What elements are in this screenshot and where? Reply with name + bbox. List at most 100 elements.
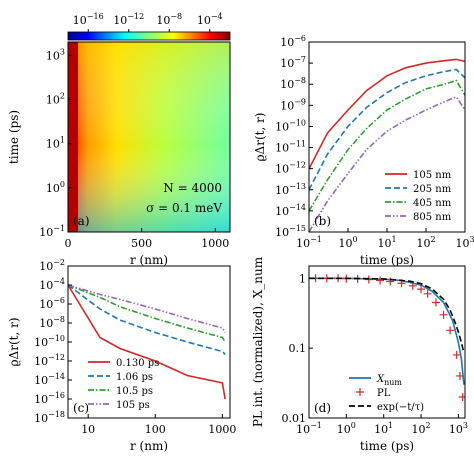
panel-b-ytick-label-3: 10−12	[275, 161, 306, 176]
panel-c-legend-label-1: 1.06 ps	[116, 372, 153, 383]
panel-d-xtick-label-3: 102	[412, 421, 431, 436]
panel-d-frame	[308, 265, 466, 419]
panel-c-legend-label-3: 105 ps	[116, 400, 150, 411]
panel-c-xtick-label-1: 100	[145, 423, 166, 436]
panel-c-legend-label-2: 10.5 ps	[116, 386, 153, 397]
colorbar-tick-label-0: 10−16	[73, 12, 104, 27]
panel-d-xtick-label-1: 100	[337, 421, 356, 436]
panel-c-xtick-label-0: 10	[81, 423, 95, 436]
panel-b-ytick-label-4: 10−11	[275, 140, 306, 155]
panel-d-point-1-10	[417, 285, 426, 294]
panel-b-legend-label-1: 205 nm	[413, 184, 452, 195]
panel-b-line-3	[309, 95, 465, 232]
heatmap-shading	[68, 42, 230, 232]
colorbar-tick-label-3: 10−4	[197, 12, 223, 27]
panel-c-ytick-label-8: 10−2	[39, 258, 65, 273]
panel-d-line-0	[309, 277, 465, 385]
panel-c-ytick-label-5: 10−8	[39, 315, 65, 330]
panel-b-legend-label-3: 805 nm	[413, 212, 452, 223]
panel-b-series-1	[309, 68, 465, 191]
panel-c-ytick-label-0: 10−18	[34, 410, 65, 425]
panel-c-series-3	[68, 284, 226, 333]
panel-c-series-1	[68, 284, 226, 355]
panel-b-ytick-label-5: 10−10	[275, 118, 306, 133]
panel-c-ytick-label-3: 10−12	[34, 353, 65, 368]
panel-d-point-1-11	[423, 289, 432, 298]
panel-a-ytick-label-2: 101	[46, 136, 65, 151]
panel-d-line-2	[309, 277, 465, 354]
panel-c-series-2	[68, 284, 226, 343]
panel-c-legend-label-0: 0.130 ps	[116, 358, 159, 369]
panel-b-ytick-label-0: 10−15	[275, 224, 306, 239]
panel-c-ytick-label-4: 10−10	[34, 334, 65, 349]
panel-b-series-0	[309, 58, 465, 170]
panel-a-xtick-label-2: 1000	[201, 237, 229, 250]
panel-b-line-1	[309, 68, 465, 191]
panel-a-ytick-label-4: 103	[46, 47, 65, 62]
panel-b-xtick-label-3: 102	[416, 235, 435, 250]
panel-c-line-2	[68, 284, 226, 343]
panel-d-point-1-16	[455, 371, 464, 380]
panel-d-legend-label-2: exp(−t/τ)	[377, 402, 424, 413]
panel-b-legend-label-2: 405 nm	[413, 198, 452, 209]
panel-d-point-1-17	[458, 392, 465, 401]
panel-a-tag: (a)	[73, 214, 90, 228]
panel-d-point-1-9	[408, 281, 417, 290]
panel-a-xlabel: r (nm)	[130, 253, 168, 267]
panel-c-line-0	[68, 284, 226, 400]
colorbar	[67, 31, 231, 41]
panel-b-line-0	[309, 58, 465, 170]
panel-a-ytick-label-3: 102	[46, 91, 65, 106]
panel-a-annotation-1: σ = 0.1 meV	[146, 201, 222, 215]
panel-a-ytick-label-1: 100	[46, 180, 65, 195]
panel-d-xlabel: time (ps)	[360, 439, 414, 453]
panel-b-tag: (b)	[314, 214, 331, 228]
panel-b-ytick-label-9: 10−6	[280, 34, 306, 49]
panel-d-legend-marker-1	[356, 388, 364, 396]
panel-b-xtick-label-2: 101	[377, 235, 396, 250]
panel-c-tag: (c)	[73, 401, 89, 415]
panel-a-xtick-label-0: 0	[65, 237, 72, 250]
panel-d-ytick-label-1: 0.1	[289, 342, 307, 355]
panel-b-series-2	[309, 79, 465, 212]
panel-d-legend-label-0: Xnum	[376, 374, 402, 387]
panel-d-point-1-5	[364, 275, 373, 284]
panel-b-xtick-label-0: 10−1	[296, 235, 322, 250]
panel-b-ytick-label-2: 10−13	[275, 182, 306, 197]
panel-d-ylabel: PL int. (normalized), X_num	[251, 256, 265, 427]
panel-d-point-1-14	[446, 326, 455, 335]
panel-d-series-1	[311, 274, 465, 401]
panel-a-annotation-0: N = 4000	[163, 181, 222, 195]
panel-b-ytick-label-8: 10−7	[280, 55, 306, 70]
panel-c-ytick-label-1: 10−16	[34, 391, 65, 406]
panel-b-xtick-label-1: 100	[338, 235, 357, 250]
panel-d-xtick-label-2: 101	[374, 421, 393, 436]
panel-b-ytick-label-1: 10−14	[275, 203, 306, 218]
panel-d-point-1-12	[431, 298, 440, 307]
panel-d-legend-label-1: PL	[377, 388, 391, 399]
panel-c-xlabel: r (nm)	[130, 439, 168, 453]
panel-d-ytick-label-0: 0.01	[282, 412, 307, 425]
panel-a-xtick-label-1: 500	[131, 237, 152, 250]
panel-b-series-3	[309, 95, 465, 232]
panel-d-point-1-6	[376, 276, 385, 285]
panel-c-ytick-label-7: 10−4	[39, 277, 65, 292]
panel-d-ytick-label-2: 1	[299, 272, 306, 285]
panel-b-legend-label-0: 105 nm	[413, 170, 452, 181]
colorbar-tick-label-1: 10−12	[113, 12, 144, 27]
panel-b-ytick-label-6: 10−9	[280, 97, 306, 112]
panel-b-xlabel: time (ps)	[360, 253, 414, 267]
panel-c-line-1	[68, 284, 226, 355]
panel-d-xtick-label-0: 10−1	[296, 421, 322, 436]
panel-d-tag: (d)	[314, 401, 331, 415]
panel-d-point-1-15	[452, 350, 461, 359]
panel-b-ytick-label-7: 10−8	[280, 76, 306, 91]
panel-b-ylabel: ϱΔr(t, r)	[253, 112, 267, 161]
panel-a-ytick-label-0: 10−1	[39, 224, 65, 239]
panel-a-frame	[67, 41, 231, 233]
panel-d-point-1-13	[439, 310, 448, 319]
panel-c-ytick-label-2: 10−14	[34, 372, 65, 387]
panel-c-ylabel: ϱΔr(t, r)	[7, 317, 21, 366]
heatmap-core	[68, 42, 78, 232]
